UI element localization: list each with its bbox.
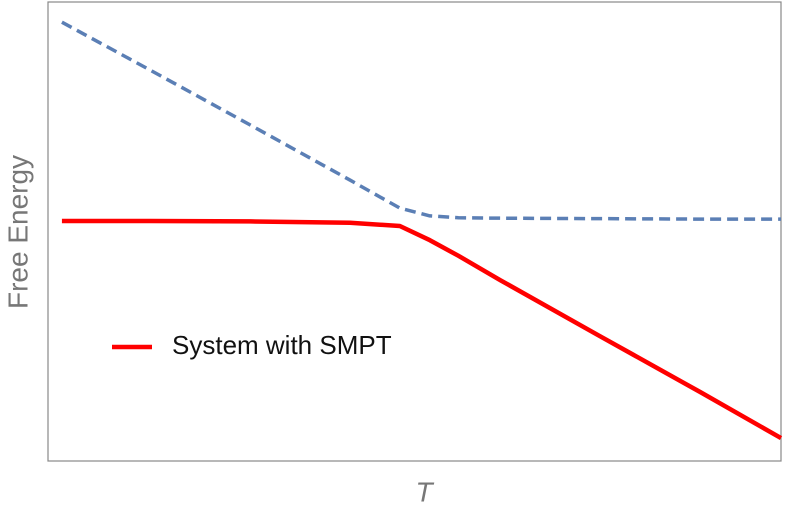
series-line: [61, 218, 783, 441]
y-axis-label: Free Energy: [2, 155, 33, 309]
series-line: [61, 20, 781, 221]
legend-label: System with SMPT: [172, 330, 392, 360]
x-axis-label: T: [415, 476, 434, 507]
plot-frame: [47, 1, 782, 462]
